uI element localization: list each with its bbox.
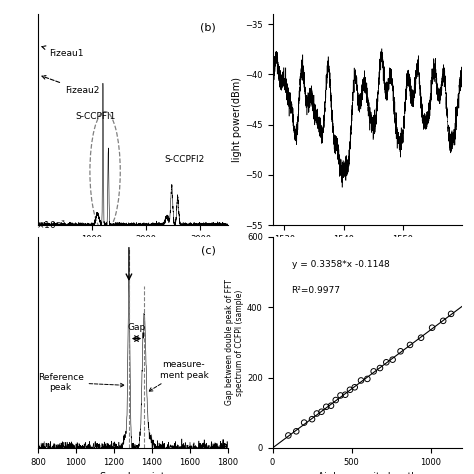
Point <box>428 324 436 331</box>
Point <box>322 403 330 410</box>
X-axis label: Air-base cavity length: Air-base cavity length <box>318 472 417 474</box>
Text: Fizeau2: Fizeau2 <box>42 76 100 95</box>
Point <box>351 383 358 391</box>
Point <box>327 402 335 410</box>
Point <box>417 334 425 341</box>
Text: S-CCPFI2: S-CCPFI2 <box>164 155 204 164</box>
Y-axis label: Gap between double peak of FFT
spectrum of CCFPI (sample): Gap between double peak of FFT spectrum … <box>225 280 244 405</box>
Text: Gap: Gap <box>128 323 146 332</box>
Text: S-CCPFI1: S-CCPFI1 <box>75 112 116 121</box>
Text: (c): (c) <box>201 246 216 255</box>
Point <box>389 356 396 364</box>
Point <box>364 375 371 383</box>
Text: Fizeau1: Fizeau1 <box>42 46 83 58</box>
Text: Reference
peak: Reference peak <box>38 373 124 392</box>
Point <box>376 364 384 372</box>
Point <box>346 386 354 393</box>
Point <box>383 358 390 366</box>
Point <box>406 341 414 349</box>
Text: $\times\mathregular{10^{-3}}$: $\times\mathregular{10^{-3}}$ <box>36 218 66 231</box>
Point <box>370 367 377 375</box>
Text: y = 0.3358*x -0.1148: y = 0.3358*x -0.1148 <box>292 260 389 269</box>
Point <box>337 392 344 399</box>
Point <box>357 377 365 384</box>
X-axis label: Sample point: Sample point <box>100 249 165 259</box>
X-axis label: Sample point: Sample point <box>100 472 165 474</box>
Point <box>301 419 308 427</box>
Point <box>284 432 292 439</box>
Point <box>332 396 339 404</box>
Text: (b): (b) <box>201 23 216 33</box>
Point <box>313 410 320 417</box>
Point <box>341 391 349 399</box>
Point <box>447 310 455 318</box>
Y-axis label: light power(dBm): light power(dBm) <box>232 77 242 162</box>
Point <box>292 428 300 435</box>
Text: R²=0.9977: R²=0.9977 <box>292 285 340 294</box>
Point <box>397 347 404 355</box>
Point <box>318 408 325 416</box>
Text: measure-
ment peak: measure- ment peak <box>149 360 208 391</box>
Point <box>308 415 316 423</box>
X-axis label: wavelength(nm): wavelength(nm) <box>327 249 408 259</box>
Point <box>439 317 447 325</box>
